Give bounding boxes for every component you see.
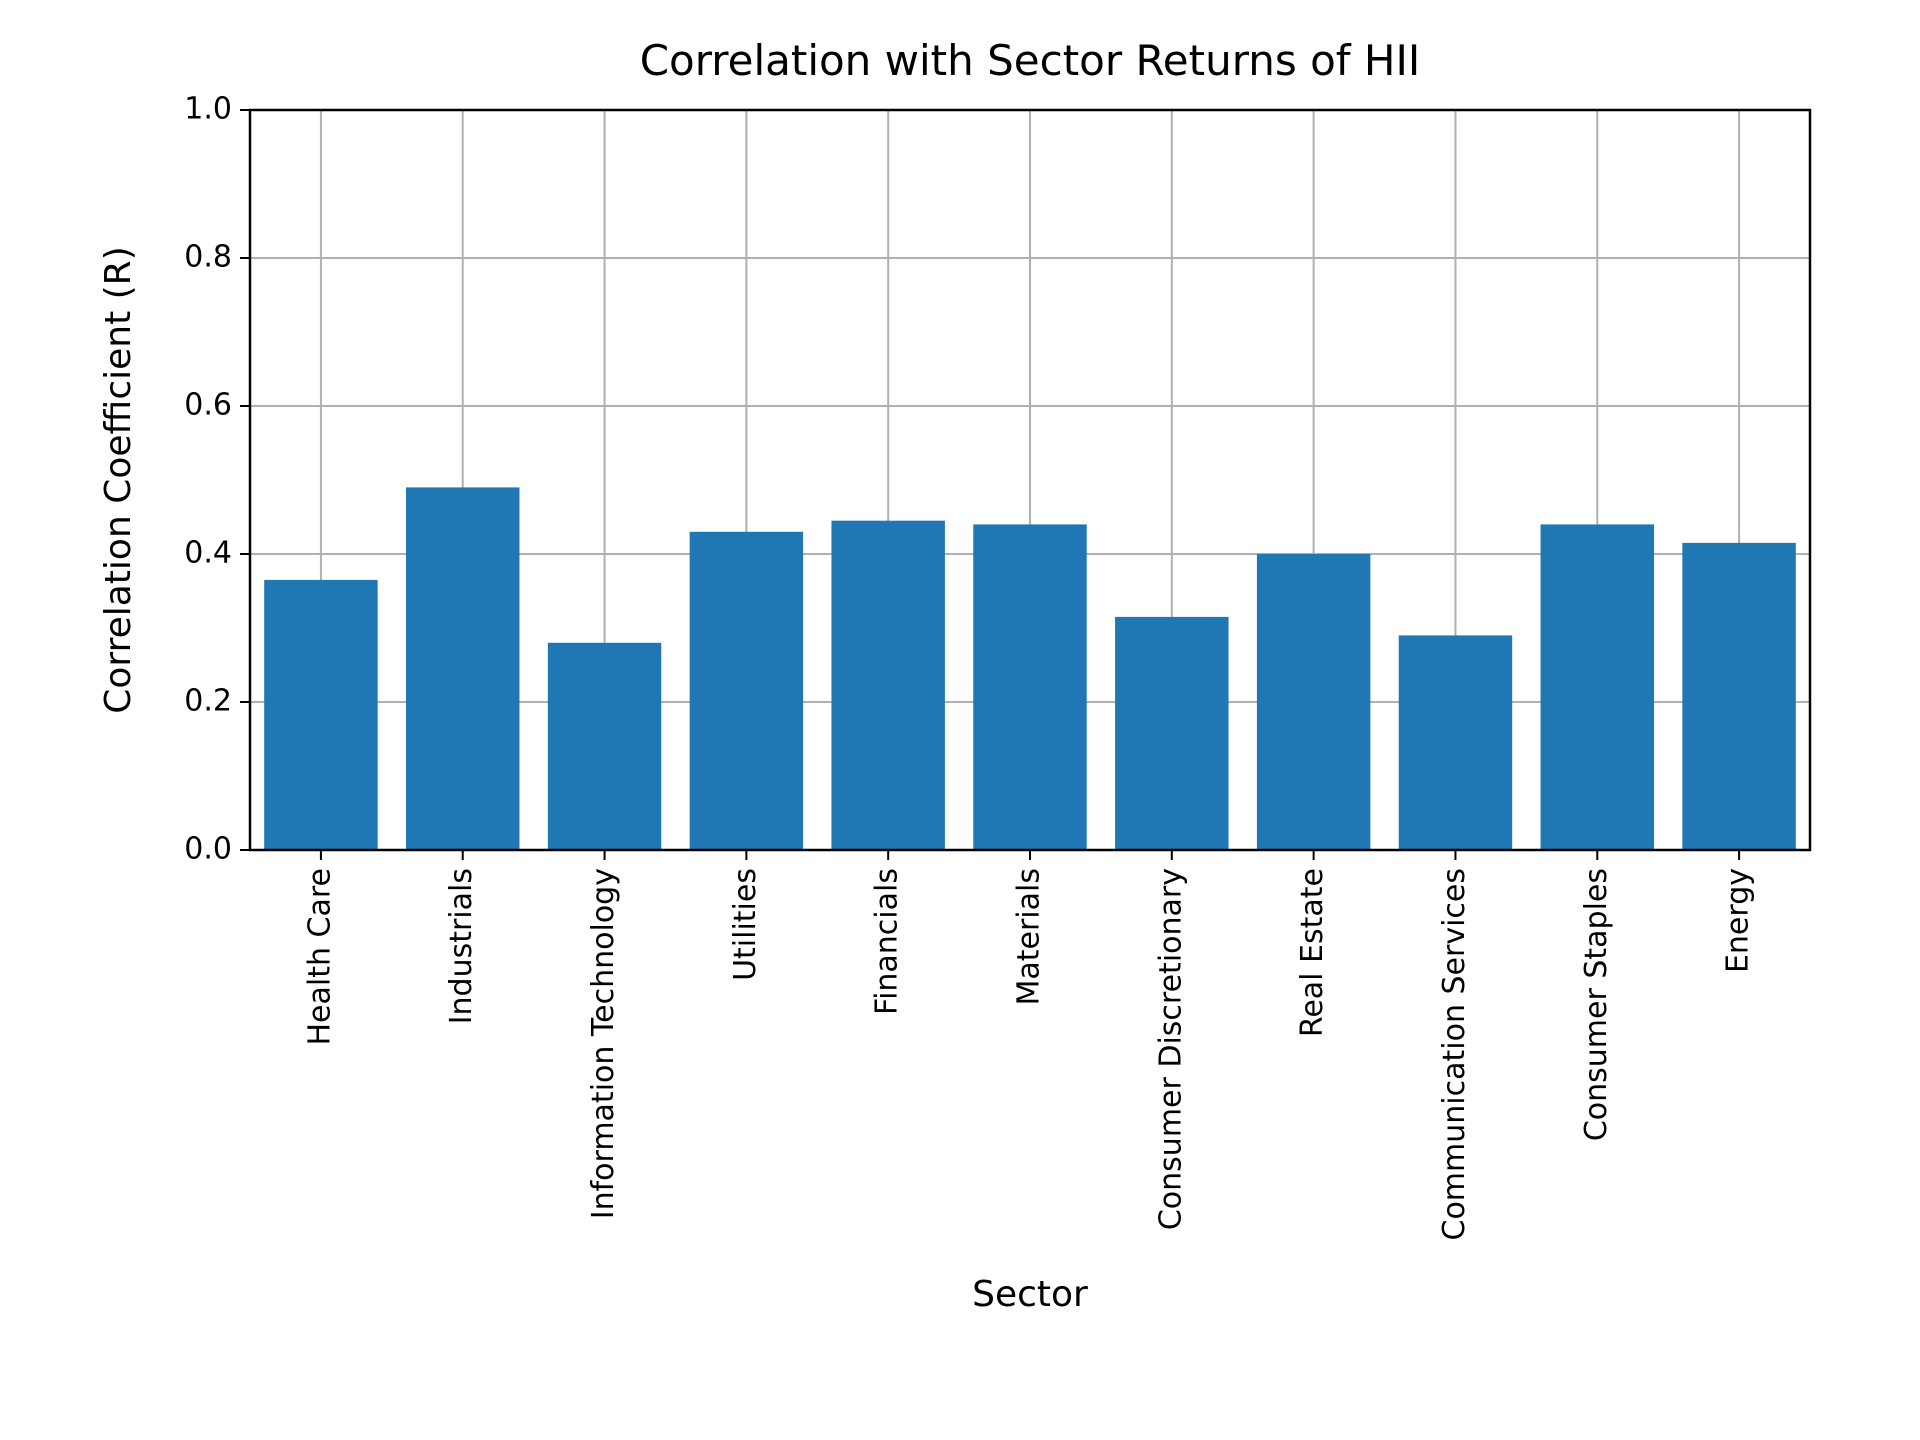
x-tick-label: Consumer Staples (1579, 868, 1614, 1141)
y-tick-label: 0.0 (184, 832, 232, 867)
bar (406, 487, 519, 850)
bar (1257, 554, 1370, 850)
y-tick-label: 0.2 (184, 684, 232, 719)
chart-container: 0.0 0.2 0.4 0.6 0.8 1.0 Health Care Industrials… (0, 0, 1920, 1440)
x-axis-label: Sector (972, 1274, 1088, 1315)
bar (1682, 543, 1795, 850)
x-tick-label: Real Estate (1295, 868, 1330, 1037)
bar (548, 643, 661, 850)
x-tick-label: Financials (870, 868, 905, 1015)
x-tick-label: Energy (1721, 868, 1756, 973)
chart-title: Correlation with Sector Returns of HII (640, 36, 1421, 85)
bar (264, 580, 377, 850)
bar (1541, 524, 1654, 850)
bar (831, 521, 944, 850)
bar-chart: 0.0 0.2 0.4 0.6 0.8 1.0 Health Care Industrials… (0, 0, 1920, 1440)
y-tick-label: 0.6 (184, 388, 232, 423)
y-tick-label: 1.0 (184, 92, 232, 127)
y-tick-label: 0.8 (184, 240, 232, 275)
x-tick-label: Communication Services (1437, 868, 1472, 1241)
y-tick-label: 0.4 (184, 536, 232, 571)
y-axis-label: Correlation Coefficient (R) (98, 246, 139, 714)
bar (690, 532, 803, 850)
bar (1399, 635, 1512, 850)
x-tick-label: Information Technology (586, 868, 621, 1219)
bar (973, 524, 1086, 850)
x-tick-label: Materials (1012, 868, 1047, 1006)
x-tick-label: Consumer Discretionary (1153, 868, 1188, 1230)
x-tick-label: Health Care (302, 868, 337, 1046)
x-tick-label: Industrials (444, 868, 479, 1024)
bars (264, 487, 1796, 850)
bar (1115, 617, 1228, 850)
x-tick-label: Utilities (728, 868, 763, 981)
